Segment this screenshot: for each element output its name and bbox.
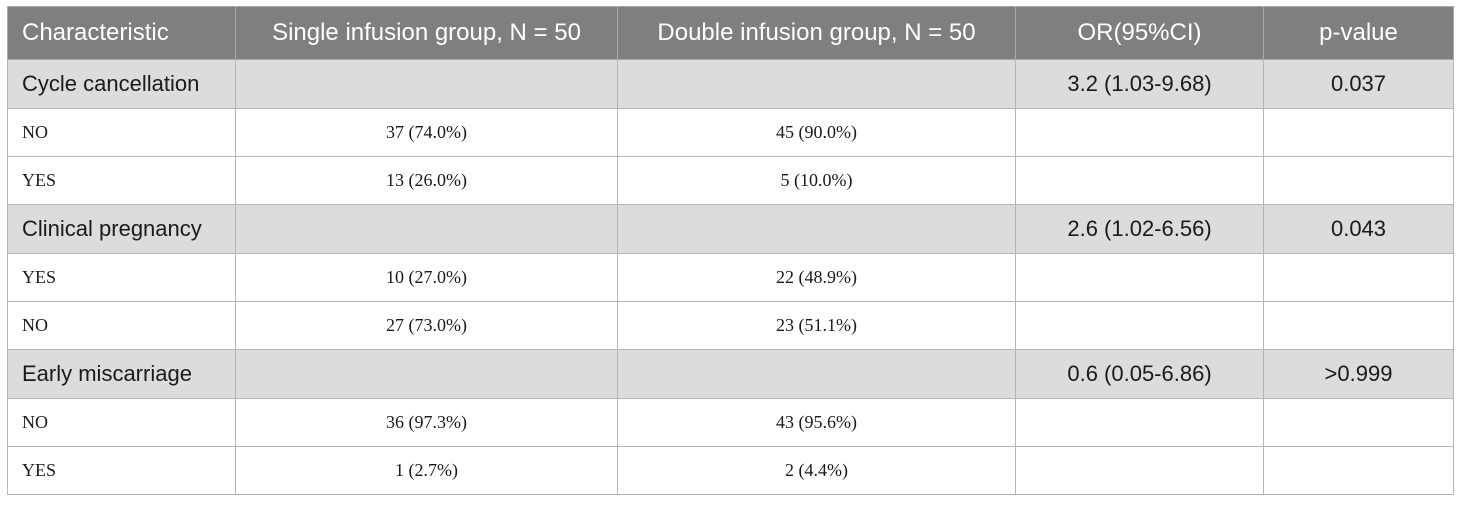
double-value: 5 (10.0%) bbox=[617, 156, 1016, 205]
single-value: 10 (27.0%) bbox=[235, 253, 618, 302]
empty-cell bbox=[1263, 253, 1454, 302]
header-single-infusion: Single infusion group, N = 50 bbox=[235, 6, 618, 60]
double-value: 43 (95.6%) bbox=[617, 398, 1016, 447]
empty-cell bbox=[1263, 156, 1454, 205]
empty-cell bbox=[1263, 398, 1454, 447]
table-row: NO 37 (74.0%) 45 (90.0%) bbox=[7, 108, 1454, 157]
group-label: Early miscarriage bbox=[7, 349, 236, 399]
header-double-infusion: Double infusion group, N = 50 bbox=[617, 6, 1016, 60]
double-value: 22 (48.9%) bbox=[617, 253, 1016, 302]
group-single-cell bbox=[235, 204, 618, 254]
table-row: YES 13 (26.0%) 5 (10.0%) bbox=[7, 156, 1454, 205]
header-characteristic: Characteristic bbox=[7, 6, 236, 60]
empty-cell bbox=[1015, 108, 1264, 157]
group-single-cell bbox=[235, 59, 618, 109]
row-label: YES bbox=[7, 446, 236, 495]
header-p-value: p-value bbox=[1263, 6, 1454, 60]
group-p-value: >0.999 bbox=[1263, 349, 1454, 399]
empty-cell bbox=[1263, 446, 1454, 495]
row-label: NO bbox=[7, 301, 236, 350]
group-label: Clinical pregnancy bbox=[7, 204, 236, 254]
group-or-ci: 0.6 (0.05-6.86) bbox=[1015, 349, 1264, 399]
single-value: 37 (74.0%) bbox=[235, 108, 618, 157]
empty-cell bbox=[1263, 301, 1454, 350]
group-p-value: 0.037 bbox=[1263, 59, 1454, 109]
row-label: NO bbox=[7, 398, 236, 447]
single-value: 36 (97.3%) bbox=[235, 398, 618, 447]
double-value: 23 (51.1%) bbox=[617, 301, 1016, 350]
group-row-early-miscarriage: Early miscarriage 0.6 (0.05-6.86) >0.999 bbox=[7, 349, 1454, 399]
row-label: YES bbox=[7, 253, 236, 302]
header-row: Characteristic Single infusion group, N … bbox=[7, 6, 1454, 60]
empty-cell bbox=[1015, 398, 1264, 447]
empty-cell bbox=[1015, 253, 1264, 302]
group-or-ci: 2.6 (1.02-6.56) bbox=[1015, 204, 1264, 254]
table-row: YES 10 (27.0%) 22 (48.9%) bbox=[7, 253, 1454, 302]
group-row-clinical-pregnancy: Clinical pregnancy 2.6 (1.02-6.56) 0.043 bbox=[7, 204, 1454, 254]
double-value: 2 (4.4%) bbox=[617, 446, 1016, 495]
empty-cell bbox=[1015, 446, 1264, 495]
double-value: 45 (90.0%) bbox=[617, 108, 1016, 157]
group-double-cell bbox=[617, 204, 1016, 254]
empty-cell bbox=[1015, 156, 1264, 205]
results-table: Characteristic Single infusion group, N … bbox=[7, 6, 1454, 495]
single-value: 27 (73.0%) bbox=[235, 301, 618, 350]
group-label: Cycle cancellation bbox=[7, 59, 236, 109]
group-double-cell bbox=[617, 59, 1016, 109]
group-double-cell bbox=[617, 349, 1016, 399]
single-value: 1 (2.7%) bbox=[235, 446, 618, 495]
header-or-ci: OR(95%CI) bbox=[1015, 6, 1264, 60]
single-value: 13 (26.0%) bbox=[235, 156, 618, 205]
table-row: NO 27 (73.0%) 23 (51.1%) bbox=[7, 301, 1454, 350]
table-row: NO 36 (97.3%) 43 (95.6%) bbox=[7, 398, 1454, 447]
group-or-ci: 3.2 (1.03-9.68) bbox=[1015, 59, 1264, 109]
empty-cell bbox=[1263, 108, 1454, 157]
table-row: YES 1 (2.7%) 2 (4.4%) bbox=[7, 446, 1454, 495]
row-label: NO bbox=[7, 108, 236, 157]
group-single-cell bbox=[235, 349, 618, 399]
group-p-value: 0.043 bbox=[1263, 204, 1454, 254]
group-row-cycle-cancellation: Cycle cancellation 3.2 (1.03-9.68) 0.037 bbox=[7, 59, 1454, 109]
empty-cell bbox=[1015, 301, 1264, 350]
row-label: YES bbox=[7, 156, 236, 205]
